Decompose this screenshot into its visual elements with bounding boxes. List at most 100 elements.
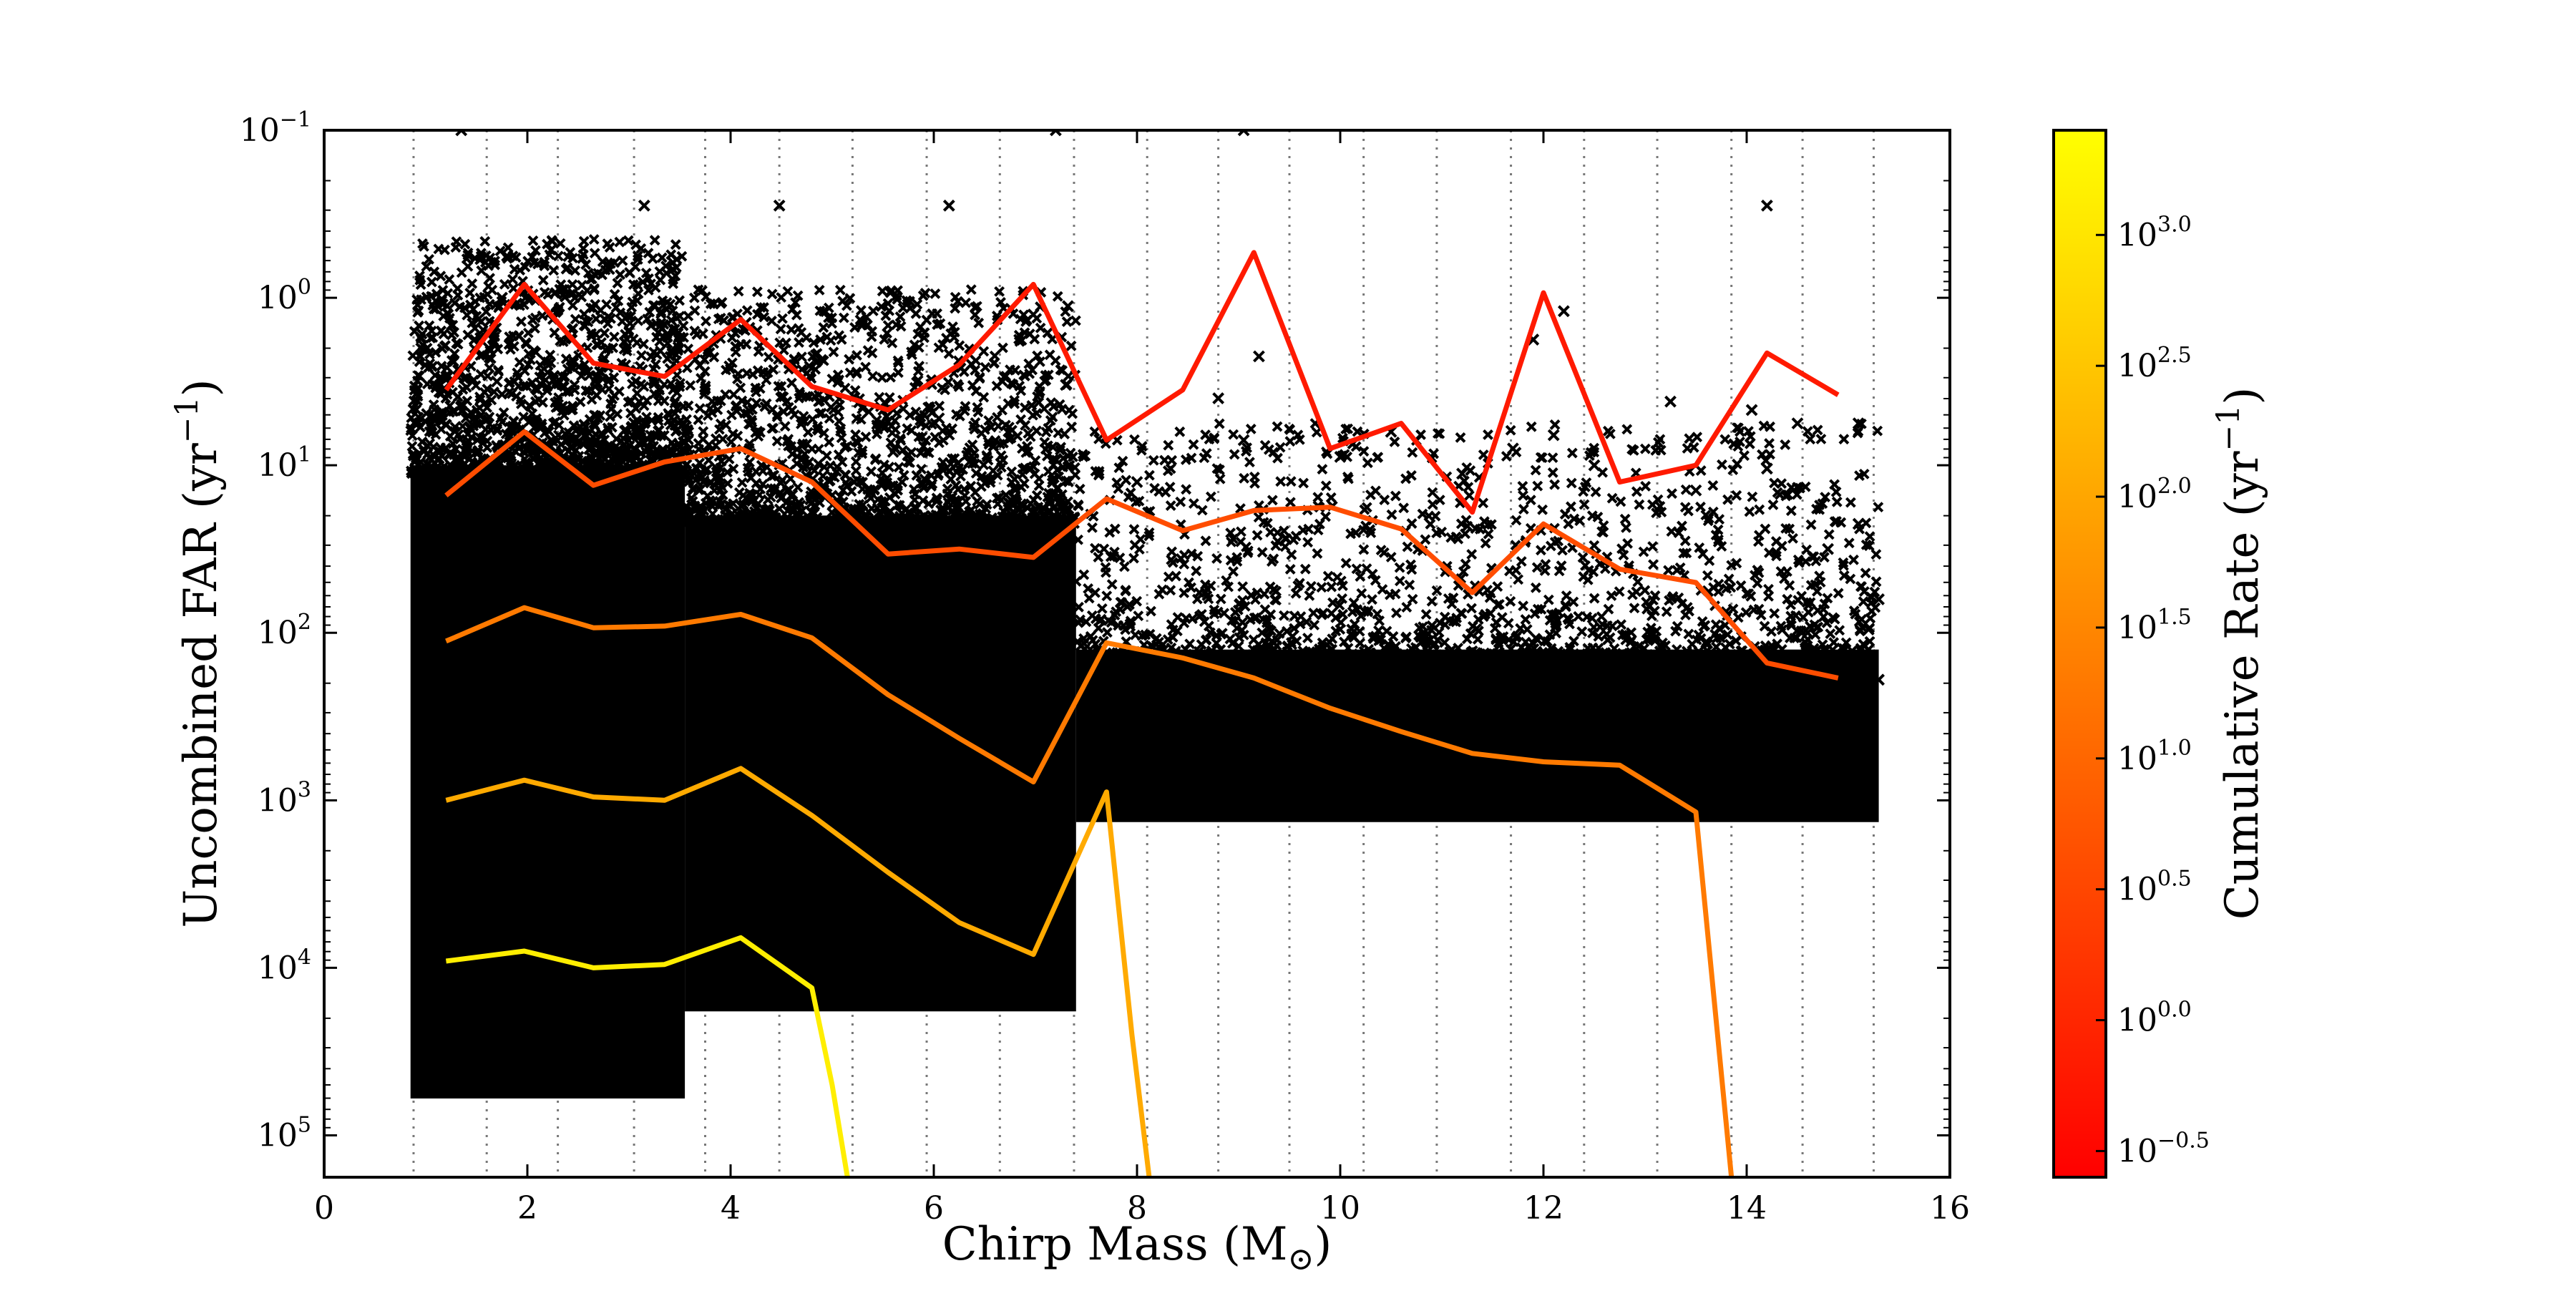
scatter-point — [1216, 595, 1225, 603]
scatter-point — [452, 243, 460, 252]
scatter-point — [1861, 569, 1870, 578]
scatter-point — [1120, 562, 1128, 571]
scatter-point — [1299, 479, 1308, 487]
scatter-point — [1286, 565, 1294, 573]
scatter-point — [1512, 566, 1521, 575]
scatter-point — [1290, 612, 1299, 620]
scatter-point — [602, 300, 611, 308]
scatter-point — [568, 281, 577, 289]
x-tick-label: 0 — [314, 1190, 334, 1227]
scatter-point — [590, 249, 599, 258]
scatter-point — [1149, 456, 1158, 464]
scatter-point — [1391, 492, 1400, 500]
scatter-point — [592, 391, 601, 399]
scatter-point — [1693, 433, 1702, 442]
scatter-point — [931, 289, 940, 298]
scatter-point — [1813, 426, 1822, 434]
scatter-point — [615, 238, 624, 246]
scatter-point — [1168, 456, 1176, 464]
scatter-point — [1258, 548, 1267, 557]
scatter-point — [896, 313, 904, 321]
scatter-point — [1215, 419, 1224, 428]
scatter-point — [1815, 572, 1824, 580]
scatter-point — [1785, 581, 1794, 590]
x-tick-label: 16 — [1930, 1190, 1970, 1227]
scatter-point — [1045, 351, 1054, 359]
colorbar-tick: 101.5 — [2096, 605, 2192, 646]
scatter-point — [1732, 491, 1741, 500]
scatter-point — [463, 311, 472, 319]
scatter-point — [1322, 482, 1330, 490]
scatter-point — [993, 413, 1002, 422]
scatter-point — [794, 483, 802, 492]
scatter-point — [727, 438, 736, 447]
scatter-point — [1755, 531, 1763, 540]
scatter-point — [1709, 481, 1717, 489]
scatter-point — [1753, 579, 1762, 588]
scatter-point — [1428, 597, 1436, 605]
scatter-point — [1068, 423, 1076, 432]
scatter-point — [500, 280, 509, 288]
scatter-point — [1130, 525, 1138, 534]
scatter-point — [743, 306, 751, 315]
scatter-point — [1479, 499, 1488, 507]
colorbar-tick-label: 100.5 — [2117, 867, 2192, 908]
scatter-point — [1176, 497, 1185, 506]
scatter-point — [862, 432, 870, 441]
scatter-point — [1103, 628, 1111, 637]
scatter-point — [1312, 428, 1321, 437]
scatter-point — [1122, 476, 1131, 484]
scatter-point — [1245, 458, 1254, 467]
scatter-point — [1745, 507, 1754, 516]
scatter-point — [1506, 426, 1515, 434]
scatter-point — [1616, 497, 1625, 506]
scatter-point — [1408, 595, 1417, 603]
scatter-point — [1071, 316, 1080, 325]
scatter-point — [1664, 566, 1673, 575]
scatter-point — [815, 286, 824, 294]
scatter-point — [691, 306, 699, 315]
scatter-point — [1303, 634, 1312, 643]
scatter-point — [701, 317, 710, 326]
scatter-point — [779, 314, 787, 323]
scatter-point — [1717, 460, 1726, 469]
dense-scatter-region — [411, 465, 685, 1098]
x-tick-label: 12 — [1523, 1190, 1563, 1227]
scatter-point — [508, 275, 517, 283]
scatter-point — [1804, 608, 1813, 617]
scatter-point — [571, 315, 580, 323]
scatter-point — [729, 390, 738, 399]
scatter-point — [1246, 424, 1255, 433]
scatter-point — [1085, 594, 1093, 603]
scatter-point — [1518, 491, 1527, 500]
scatter-point — [1734, 613, 1742, 622]
scatter-point — [1721, 435, 1729, 444]
scatter-point — [1544, 595, 1553, 604]
scatter-point — [1166, 502, 1175, 510]
x-tick-label: 6 — [924, 1190, 944, 1227]
scatter-point — [819, 323, 828, 332]
dense-scatter-regions — [411, 465, 1879, 1098]
scatter-point — [894, 463, 903, 472]
scatter-point — [639, 340, 648, 349]
scatter-point — [675, 296, 684, 305]
scatter-point — [1287, 550, 1296, 559]
scatter-point — [1579, 553, 1587, 562]
scatter-point — [1514, 575, 1523, 584]
scatter-point — [1251, 479, 1259, 487]
scatter-point — [1762, 464, 1772, 474]
colorbar-label-close: ) — [2216, 387, 2269, 405]
scatter-point — [852, 351, 861, 360]
scatter-point — [878, 287, 887, 296]
scatter-point — [576, 398, 585, 406]
scatter-point — [696, 404, 704, 413]
scatter-point — [1682, 610, 1690, 619]
scatter-point — [1468, 550, 1476, 559]
scatter-point — [1024, 429, 1033, 438]
scatter-point — [1835, 626, 1844, 635]
scatter-point — [852, 430, 860, 439]
scatter-point — [1508, 444, 1518, 454]
scatter-point — [1830, 638, 1838, 647]
scatter-point — [869, 372, 877, 381]
scatter-point — [1548, 454, 1557, 462]
